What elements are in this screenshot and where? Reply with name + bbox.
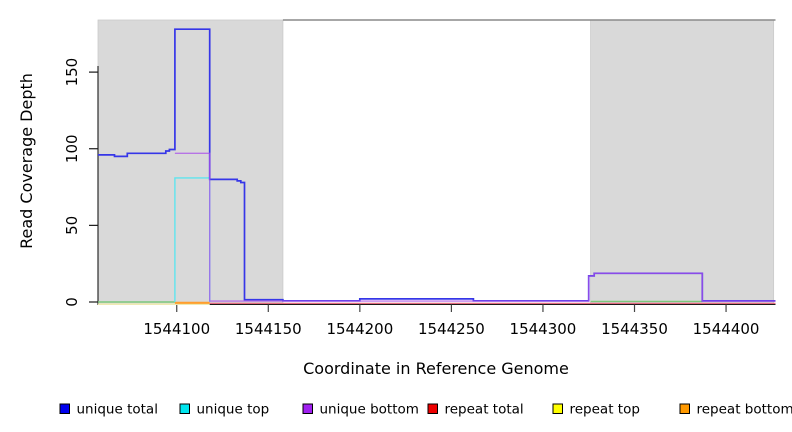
- y-tick-label: 100: [63, 134, 81, 163]
- legend: unique total unique top unique bottom repea…: [59, 402, 792, 418]
- legend-swatch-unique-top: [179, 403, 190, 414]
- legend-swatch-repeat-total: [427, 403, 438, 414]
- series-layer: [98, 28, 776, 306]
- legend-label-unique-total: unique total: [77, 402, 158, 418]
- y-axis-title: Read Coverage Depth: [17, 73, 36, 249]
- tick-labels-layer: 1544100 1544150 1544200 1544250 1544300 15443…: [63, 58, 759, 338]
- x-tick-label: 1544300: [510, 320, 577, 338]
- x-tick-label: 1544100: [143, 320, 210, 338]
- x-tick-label: 1544250: [418, 320, 485, 338]
- y-tick-label: 0: [63, 297, 81, 307]
- axes-frame-layer: [89, 19, 776, 312]
- shaded-bands-layer: [97, 19, 775, 305]
- legend-label-repeat-bottom: repeat bottom: [697, 402, 792, 418]
- legend-swatch-repeat-bottom: [679, 403, 690, 414]
- legend-label-unique-bottom: unique bottom: [320, 402, 419, 418]
- x-tick-label: 1544150: [235, 320, 302, 338]
- y-tick-label: 50: [63, 216, 81, 235]
- legend-label-repeat-total: repeat total: [445, 402, 524, 418]
- left-gray-band: [97, 19, 284, 305]
- right-gray-band: [590, 19, 775, 305]
- legend-swatch-repeat-top: [552, 403, 563, 414]
- x-tick-label: 1544200: [326, 320, 393, 338]
- x-axis-title: Coordinate in Reference Genome: [303, 359, 569, 378]
- legend-swatch-unique-bottom: [302, 403, 313, 414]
- legend-swatch-unique-total: [59, 403, 70, 414]
- x-tick-label: 1544350: [601, 320, 668, 338]
- y-tick-label: 150: [63, 58, 81, 87]
- legend-label-unique-top: unique top: [197, 402, 270, 418]
- x-tick-label: 1544400: [693, 320, 760, 338]
- legend-label-repeat-top: repeat top: [570, 402, 640, 418]
- series-unique-bottom: [174, 152, 776, 302]
